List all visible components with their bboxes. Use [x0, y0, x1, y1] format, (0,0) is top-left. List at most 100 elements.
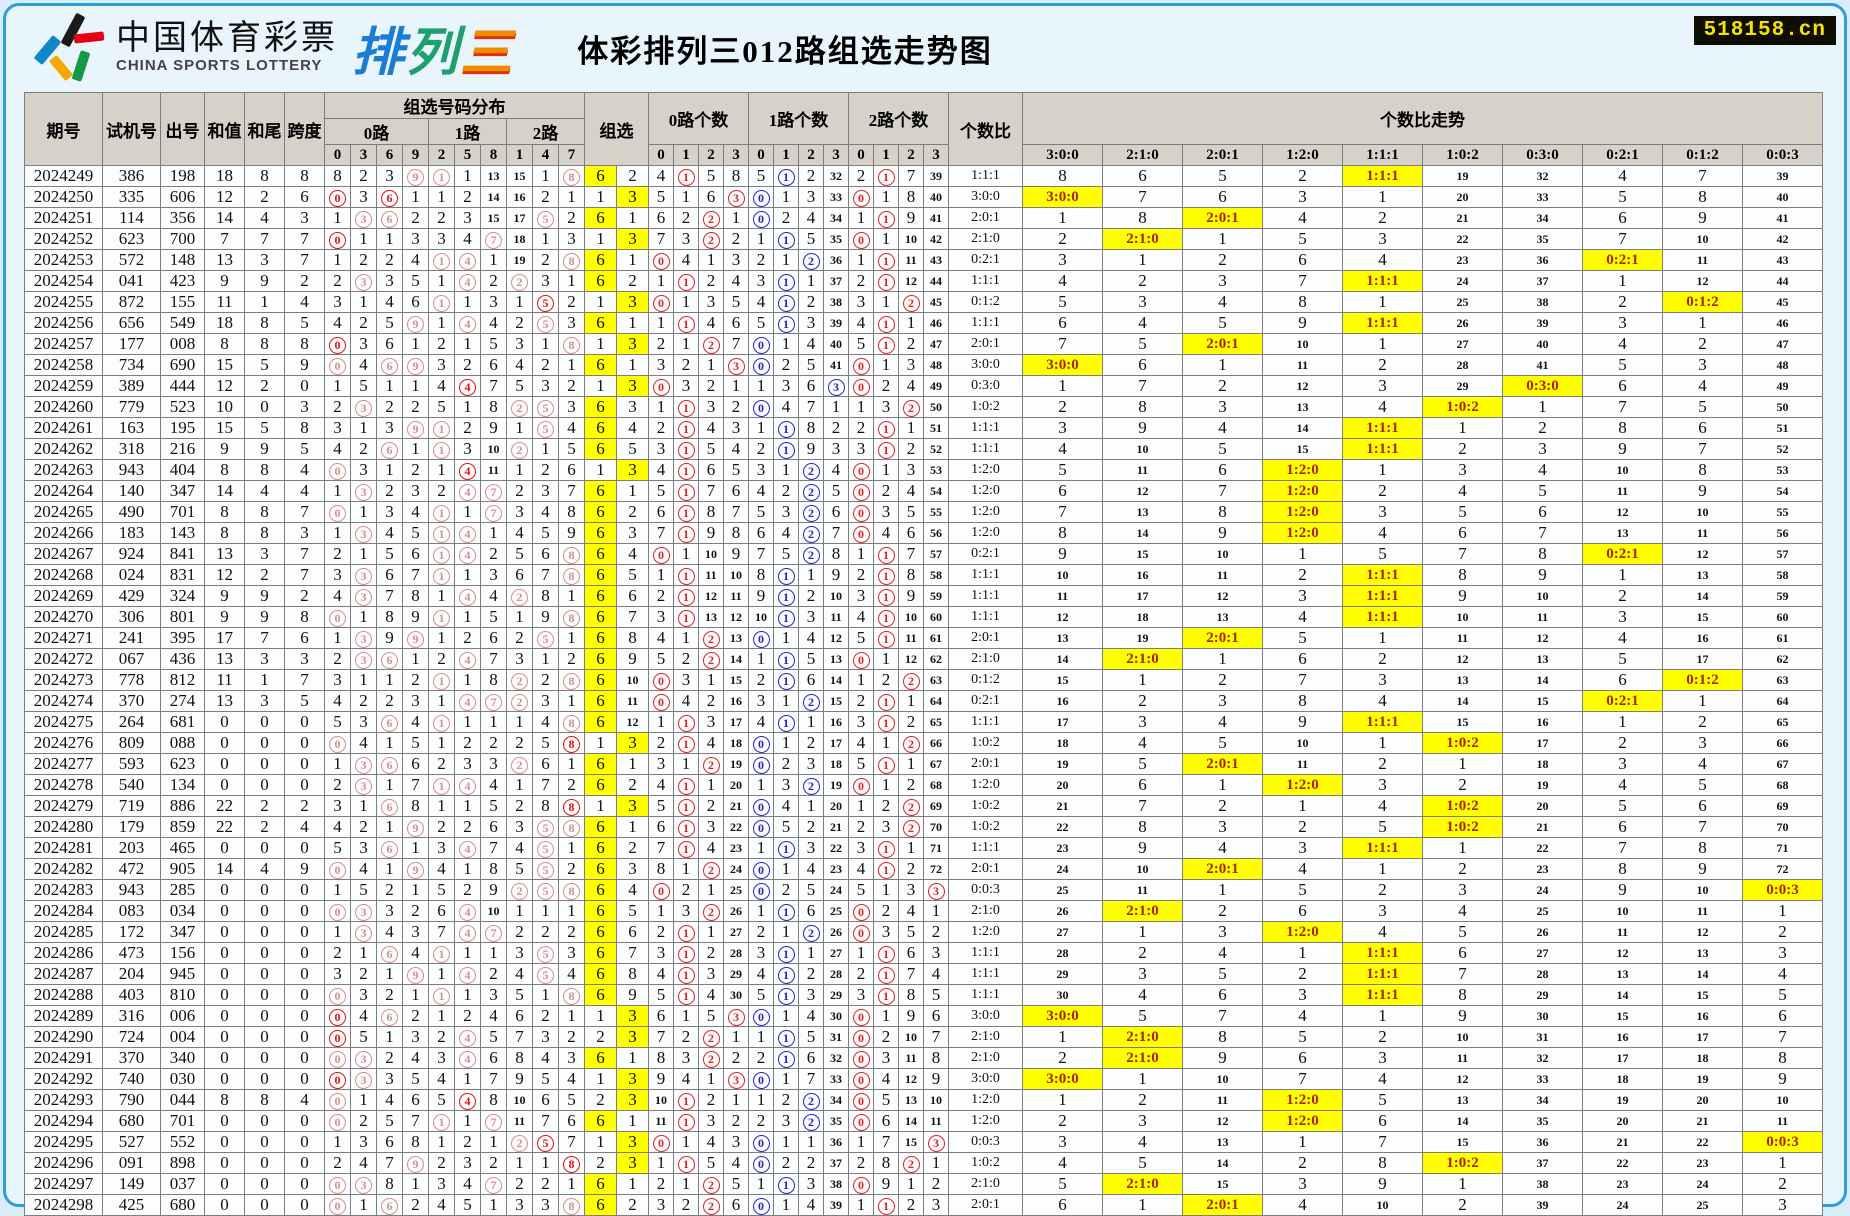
drawn-number-cell: 465 — [160, 837, 205, 859]
miss-count-cell: 3 — [454, 753, 481, 775]
sum-cell: 7 — [204, 228, 245, 250]
miss-count-cell: 2 — [350, 165, 377, 187]
miss-count-cell: 4 — [723, 1152, 749, 1174]
miss-count-cell: 2 — [428, 1026, 455, 1048]
miss-count-cell: 24 — [823, 879, 849, 901]
count-hit-cell: 1 — [673, 606, 699, 628]
miss-count-cell: 10 — [898, 1026, 924, 1048]
miss-count-cell: 4 — [616, 879, 649, 901]
miss-count-cell: 4 — [1262, 858, 1343, 880]
miss-count-cell: 1 — [848, 795, 874, 817]
miss-count-cell: 5 — [1182, 312, 1263, 334]
miss-count-cell: 9 — [1662, 207, 1743, 229]
miss-count-cell: 4 — [848, 606, 874, 628]
miss-count-cell: 53 — [923, 459, 949, 481]
period-cell: 2024258 — [24, 354, 103, 376]
miss-count-cell: 3 — [1102, 963, 1183, 985]
miss-count-cell: 5 — [848, 753, 874, 775]
miss-count-cell: 43 — [1742, 249, 1823, 271]
miss-count-cell: 19 — [823, 774, 849, 796]
miss-count-cell: 1 — [558, 1005, 585, 1027]
miss-count-cell: 25 — [723, 879, 749, 901]
miss-count-cell: 1 — [532, 648, 559, 670]
miss-count-cell: 3 — [848, 984, 874, 1006]
miss-count-cell: 18 — [1662, 1047, 1743, 1069]
period-cell: 2024252 — [24, 228, 103, 250]
miss-count-cell: 3 — [848, 438, 874, 460]
miss-count-cell: 68 — [1742, 774, 1823, 796]
miss-count-cell: 9 — [616, 648, 649, 670]
sum-tail-cell: 0 — [244, 774, 285, 796]
ratio-hit-cell: 1:1:1 — [1342, 438, 1423, 460]
drawn-number-cell: 623 — [160, 753, 205, 775]
miss-count-cell: 5 — [1342, 1089, 1423, 1111]
miss-count-cell: 23 — [1422, 249, 1503, 271]
miss-count-cell: 3 — [506, 501, 533, 523]
miss-count-cell: 3 — [480, 564, 507, 586]
miss-count-cell: 1 — [324, 480, 351, 502]
drawn-number-cell: 841 — [160, 543, 205, 565]
miss-count-cell: 1 — [506, 417, 533, 439]
miss-count-cell: 71 — [923, 837, 949, 859]
miss-count-cell: 20 — [823, 795, 849, 817]
span-cell: 0 — [284, 711, 325, 733]
sum-tail-cell: 8 — [244, 459, 285, 481]
zuxuan-hit-cell: 6 — [584, 816, 617, 838]
miss-count-cell: 6 — [1262, 900, 1343, 922]
ratio-value-cell: 1:0:2 — [948, 732, 1023, 754]
miss-count-cell: 2 — [923, 1173, 949, 1195]
miss-count-cell: 1 — [1102, 921, 1183, 943]
miss-count-cell: 25 — [1502, 900, 1583, 922]
ratio-hit-cell: 1:2:0 — [1262, 921, 1343, 943]
miss-count-cell: 24 — [1422, 270, 1503, 292]
drawn-digit-cell: 1 — [428, 774, 455, 796]
miss-count-cell: 4 — [1342, 795, 1423, 817]
period-cell: 2024293 — [24, 1089, 103, 1111]
miss-count-cell: 53 — [1742, 459, 1823, 481]
zuxuan-hit-cell: 6 — [584, 627, 617, 649]
miss-count-cell: 3 — [480, 753, 507, 775]
miss-count-cell: 2 — [1102, 690, 1183, 712]
drawn-digit-cell: 4 — [454, 585, 481, 607]
miss-count-cell: 3 — [1262, 837, 1343, 859]
miss-count-cell: 2 — [1422, 858, 1503, 880]
span-cell: 7 — [284, 669, 325, 691]
miss-count-cell: 9 — [1742, 1068, 1823, 1090]
count-hit-cell: 2 — [698, 333, 724, 355]
test-number-cell: 425 — [102, 1194, 161, 1216]
zuxuan-hit-cell: 6 — [584, 774, 617, 796]
miss-count-cell: 23 — [723, 837, 749, 859]
span-cell: 0 — [284, 1047, 325, 1069]
header-count-digit: 1 — [873, 144, 899, 166]
miss-count-cell: 6 — [898, 942, 924, 964]
miss-count-cell: 9 — [698, 522, 724, 544]
miss-count-cell: 5 — [698, 1005, 724, 1027]
sum-cell: 0 — [204, 1047, 245, 1069]
ratio-hit-cell: 0:1:2 — [1662, 291, 1743, 313]
test-number-cell: 370 — [102, 1047, 161, 1069]
table-row: 2024258 734 690 15 5 9 0 4 6 9 3 2 6 4 2 1 6 1 3 2 1 3 0 2 5 41 0 1… — [24, 354, 1823, 376]
miss-count-cell: 5 — [1742, 984, 1823, 1006]
drawn-digit-cell: 5 — [532, 417, 559, 439]
ratio-value-cell: 1:1:1 — [948, 312, 1023, 334]
header-digit: 5 — [454, 144, 481, 166]
drawn-digit-cell: 3 — [350, 753, 377, 775]
count-hit-cell: 1 — [673, 585, 699, 607]
miss-count-cell: 5 — [616, 900, 649, 922]
miss-count-cell: 4 — [898, 480, 924, 502]
miss-count-cell: 66 — [1742, 732, 1823, 754]
miss-count-cell: 2 — [673, 1026, 699, 1048]
miss-count-cell: 33 — [823, 1068, 849, 1090]
miss-count-cell: 10 — [1662, 879, 1743, 901]
site-url-badge[interactable]: 518158.cn — [1693, 16, 1836, 45]
miss-count-cell: 4 — [480, 312, 507, 334]
miss-count-cell: 1 — [350, 606, 377, 628]
miss-count-cell: 18 — [723, 732, 749, 754]
miss-count-cell: 1 — [648, 1152, 674, 1174]
miss-count-cell: 57 — [923, 543, 949, 565]
miss-count-cell: 1 — [673, 543, 699, 565]
period-cell: 2024261 — [24, 417, 103, 439]
drawn-number-cell: 606 — [160, 186, 205, 208]
drawn-digit-cell: 2 — [506, 1131, 533, 1153]
miss-count-cell: 1 — [506, 459, 533, 481]
